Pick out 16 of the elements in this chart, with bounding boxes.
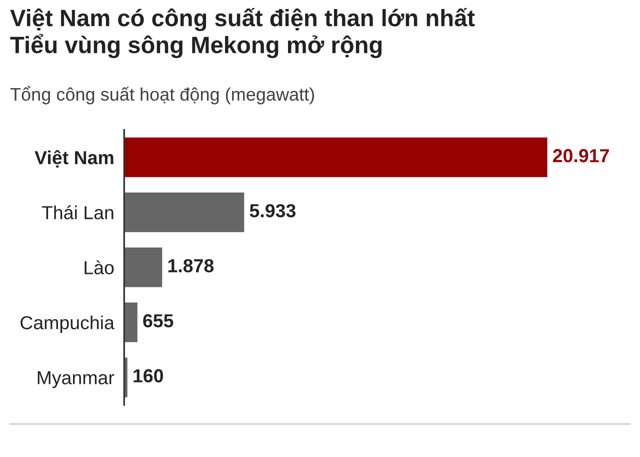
- chart-subtitle: Tổng công suất hoạt động (megawatt): [10, 86, 314, 104]
- y-tick-label: Thái Lan: [42, 205, 114, 220]
- data-label: 160: [134, 369, 163, 382]
- chart-title: Việt Nam có công suất điện than lớn nhất Tiểu vùng sông Mekong mở rộng: [10, 8, 475, 58]
- bar: [124, 137, 548, 178]
- data-label: 1.878: [168, 259, 214, 272]
- data-label: 20.917: [553, 149, 609, 162]
- data-label: 655: [143, 314, 174, 328]
- bar: [124, 302, 138, 342]
- bar: [124, 192, 244, 232]
- y-tick-label: Campuchia: [20, 316, 114, 334]
- data-label: 5.933: [250, 204, 296, 218]
- y-tick-label: Myanmar: [38, 371, 114, 388]
- y-tick-label: Việt Nam: [34, 150, 114, 168]
- bar: [124, 248, 162, 288]
- y-tick-label: Lào: [84, 260, 114, 274]
